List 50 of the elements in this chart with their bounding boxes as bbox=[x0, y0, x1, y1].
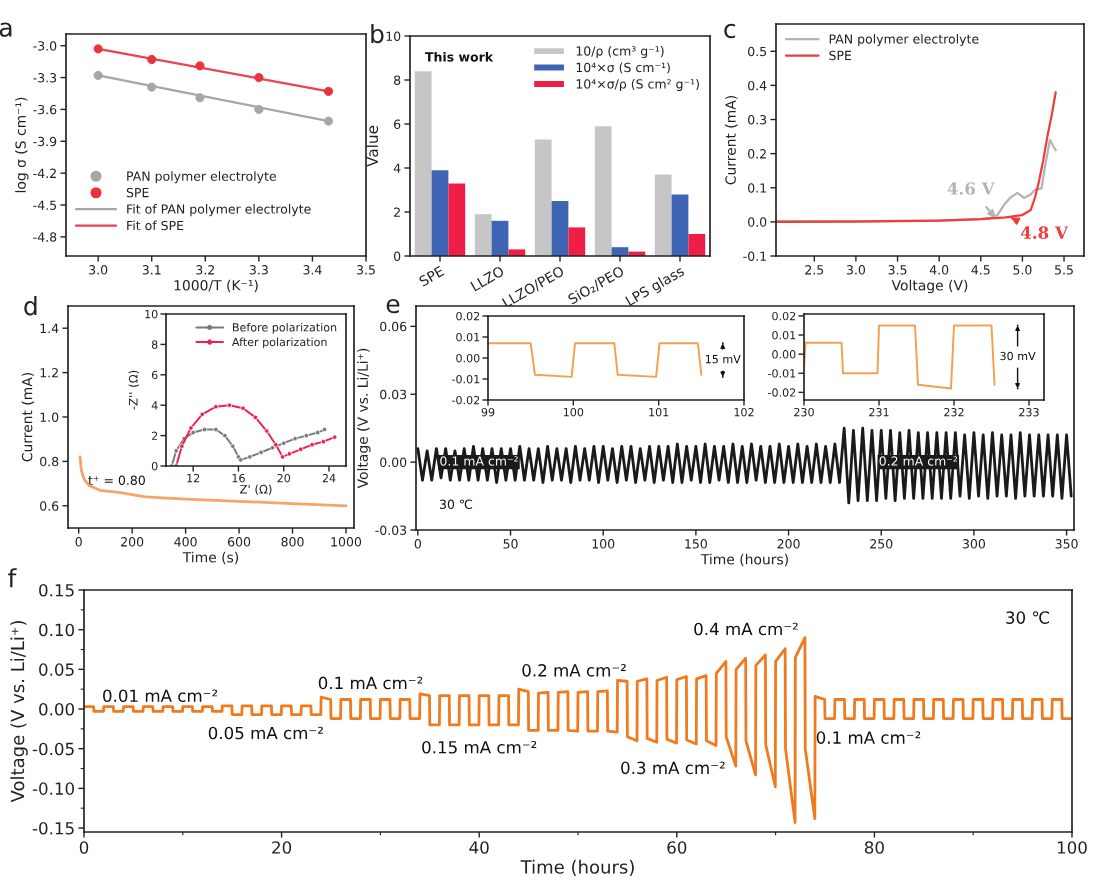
bar bbox=[688, 234, 706, 256]
y-tick-label: -0.05 bbox=[32, 742, 74, 756]
bar bbox=[491, 220, 509, 256]
chart-title: e bbox=[386, 298, 400, 314]
y-axis-title: Voltage (V vs. Li/Li⁺) bbox=[10, 621, 28, 803]
bar bbox=[474, 214, 492, 256]
y-tick-label: 0.00 bbox=[39, 702, 74, 716]
y-tick-label: -0.15 bbox=[32, 822, 74, 835]
annotation: 0.3 mA cm⁻² bbox=[621, 761, 725, 775]
annotation: 0.15 mA cm⁻² bbox=[422, 740, 537, 754]
y-tick-label: 0.15 bbox=[39, 583, 74, 597]
line-series bbox=[84, 636, 1072, 824]
bar bbox=[568, 227, 586, 256]
chart-title: c bbox=[724, 23, 736, 39]
x-tick-label: 20 bbox=[272, 841, 292, 854]
bar bbox=[508, 249, 526, 256]
bar bbox=[431, 170, 449, 256]
annotation: 0.4 mA cm⁻² bbox=[694, 622, 798, 636]
bar bbox=[448, 183, 466, 256]
annotation: 0.2 mA cm⁻² bbox=[522, 664, 626, 677]
annotation: 4.6 V bbox=[947, 182, 995, 195]
bar bbox=[654, 174, 672, 256]
line-series bbox=[804, 324, 996, 390]
annotation: 0.1 mA cm⁻² bbox=[318, 676, 423, 690]
chart-title: b bbox=[371, 23, 384, 44]
x-tick-label: 0 bbox=[79, 841, 89, 854]
bar bbox=[534, 139, 552, 256]
x-tick-label: 40 bbox=[469, 841, 489, 854]
x-axis-title: Time (hours) bbox=[520, 859, 634, 876]
x-tick-label: 100 bbox=[1057, 841, 1087, 854]
annotation: 0.01 mA cm⁻² bbox=[103, 689, 218, 703]
annotation: 4.8 V bbox=[1020, 226, 1069, 239]
line-series bbox=[173, 402, 338, 466]
annotation: 30 ℃ bbox=[1006, 611, 1049, 624]
x-tick-label: 60 bbox=[667, 841, 687, 854]
line-series bbox=[169, 426, 328, 466]
x-tick-label: 80 bbox=[864, 841, 884, 854]
bar bbox=[671, 194, 689, 256]
y-tick-label: -0.10 bbox=[32, 782, 75, 795]
y-tick-label: 0.10 bbox=[39, 623, 74, 637]
chart-title: f bbox=[8, 568, 17, 588]
bar bbox=[414, 71, 432, 256]
line-series bbox=[776, 91, 1057, 223]
chart-title: a bbox=[0, 22, 12, 37]
annotation: 0.1 mA cm⁻² bbox=[816, 731, 921, 744]
bar bbox=[594, 126, 612, 256]
annotation: 0.05 mA cm⁻² bbox=[208, 726, 323, 740]
y-tick-label: 0.05 bbox=[39, 663, 74, 676]
chart-title: d bbox=[24, 296, 37, 316]
bar bbox=[551, 201, 569, 256]
